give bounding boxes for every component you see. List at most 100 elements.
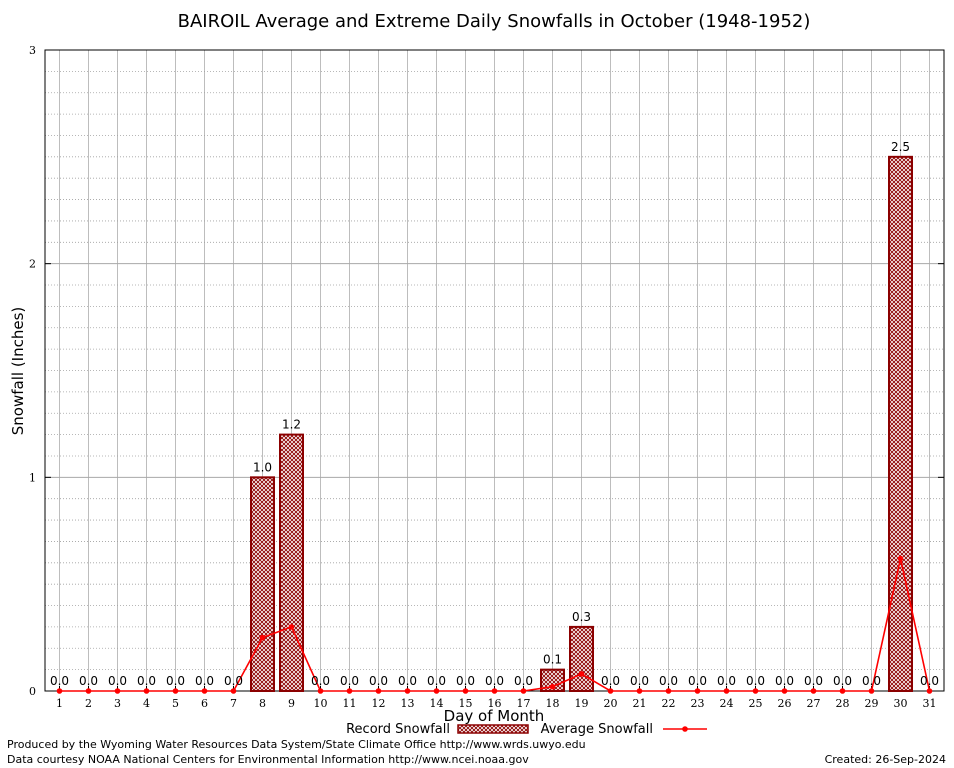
average-line xyxy=(56,555,933,694)
bar-value-label: 0.0 xyxy=(485,674,504,688)
bar-value-label: 0.3 xyxy=(572,610,591,624)
bar-value-label: 0.0 xyxy=(601,674,620,688)
x-tick-label: 6 xyxy=(201,697,208,710)
average-point xyxy=(897,555,904,562)
average-point xyxy=(520,688,527,694)
legend-average-marker xyxy=(682,726,688,732)
average-point xyxy=(926,688,933,694)
record-bars xyxy=(250,155,913,693)
legend: Record Snowfall Average Snowfall xyxy=(346,722,707,737)
x-axis: 1 2 3 4 5 6 7 8 9 10 11 12 13 14 15 16 17 18 19 20 21 22 23 24 2… xyxy=(56,686,937,710)
x-tick-label: 30 xyxy=(894,697,908,710)
legend-average-label: Average Snowfall xyxy=(541,722,653,737)
bar-value-labels: 0.0 0.0 0.0 0.0 0.0 0.0 0.0 1.0 1.2 0.0 0.0 0.0 0.0 0… xyxy=(50,140,939,688)
record-bar xyxy=(569,625,594,693)
bar-value-label: 0.0 xyxy=(50,674,69,688)
bar-value-label: 0.0 xyxy=(746,674,765,688)
bar-value-label: 0.0 xyxy=(427,674,446,688)
x-tick-label: 23 xyxy=(691,697,705,710)
bar-value-label: 0.0 xyxy=(195,674,214,688)
chart-title: BAIROIL Average and Extreme Daily Snowfa… xyxy=(178,11,811,32)
x-tick-label: 26 xyxy=(778,697,792,710)
average-point xyxy=(462,688,469,694)
bar-value-label: 0.0 xyxy=(804,674,823,688)
average-point xyxy=(230,688,237,694)
average-point xyxy=(346,688,353,694)
average-point xyxy=(491,688,498,694)
bar-value-label: 0.0 xyxy=(659,674,678,688)
average-point xyxy=(636,688,643,694)
record-bar xyxy=(888,155,913,693)
average-point xyxy=(665,688,672,694)
x-tick-label: 25 xyxy=(749,697,763,710)
x-tick-label: 28 xyxy=(836,697,850,710)
average-point xyxy=(723,688,730,694)
x-tick-label: 11 xyxy=(343,697,357,710)
bar-value-label: 0.0 xyxy=(688,674,707,688)
bar-value-label: 0.0 xyxy=(920,674,939,688)
average-point xyxy=(317,688,324,694)
average-point xyxy=(288,624,295,630)
average-point xyxy=(868,688,875,694)
bar-value-label: 0.0 xyxy=(340,674,359,688)
bar-value-label: 0.1 xyxy=(543,653,562,667)
x-tick-label: 2 xyxy=(85,697,92,710)
y-tick-label: 2 xyxy=(29,258,36,271)
bar-value-label: 0.0 xyxy=(398,674,417,688)
x-tick-label: 20 xyxy=(604,697,618,710)
y-axis: 0 1 2 3 xyxy=(29,44,944,698)
x-tick-label: 8 xyxy=(259,697,266,710)
grid-lines xyxy=(45,50,944,691)
x-tick-label: 18 xyxy=(546,697,560,710)
bar-value-label: 0.0 xyxy=(775,674,794,688)
bar-value-label: 0.0 xyxy=(514,674,533,688)
x-tick-label: 12 xyxy=(372,697,386,710)
x-axis-title: Day of Month xyxy=(444,707,545,725)
x-tick-label: 24 xyxy=(720,697,734,710)
bar-value-label: 2.5 xyxy=(891,140,910,154)
bar-value-label: 1.0 xyxy=(253,460,272,474)
bar-value-label: 0.0 xyxy=(108,674,127,688)
y-tick-label: 1 xyxy=(29,471,36,484)
average-point xyxy=(375,688,382,694)
average-point xyxy=(694,688,701,694)
legend-record-swatch xyxy=(457,724,529,734)
bar-value-label: 0.0 xyxy=(630,674,649,688)
x-tick-label: 22 xyxy=(662,697,676,710)
x-tick-label: 15 xyxy=(459,697,473,710)
x-tick-label: 29 xyxy=(865,697,879,710)
average-point xyxy=(839,688,846,694)
x-tick-label: 10 xyxy=(314,697,328,710)
x-tick-label: 14 xyxy=(430,697,444,710)
average-point xyxy=(85,688,92,694)
average-point xyxy=(172,688,179,694)
average-point xyxy=(578,671,585,677)
footer-produced-by: Produced by the Wyoming Water Resources … xyxy=(7,738,586,751)
bar-value-label: 0.0 xyxy=(137,674,156,688)
bar-value-label: 0.0 xyxy=(456,674,475,688)
bar-value-label: 1.2 xyxy=(282,418,301,432)
x-tick-label: 19 xyxy=(575,697,589,710)
bar-value-label: 0.0 xyxy=(717,674,736,688)
bar-value-label: 0.0 xyxy=(166,674,185,688)
bar-value-label: 0.0 xyxy=(79,674,98,688)
average-point xyxy=(114,688,121,694)
x-tick-label: 16 xyxy=(488,697,502,710)
average-point xyxy=(549,683,556,690)
average-point xyxy=(810,688,817,694)
y-tick-label: 3 xyxy=(29,44,36,57)
x-tick-label: 1 xyxy=(56,697,63,710)
x-tick-label: 9 xyxy=(288,697,295,710)
average-point xyxy=(143,688,150,694)
average-point xyxy=(752,688,759,694)
average-point xyxy=(781,688,788,694)
bar-value-label: 0.0 xyxy=(224,674,243,688)
x-tick-label: 4 xyxy=(143,697,150,710)
x-tick-label: 3 xyxy=(114,697,121,710)
footer-created: Created: 26-Sep-2024 xyxy=(824,753,946,766)
bar-value-label: 0.0 xyxy=(311,674,330,688)
legend-record-label: Record Snowfall xyxy=(346,722,450,737)
x-tick-label: 31 xyxy=(923,697,937,710)
y-axis-title: Snowfall (Inches) xyxy=(9,307,27,435)
